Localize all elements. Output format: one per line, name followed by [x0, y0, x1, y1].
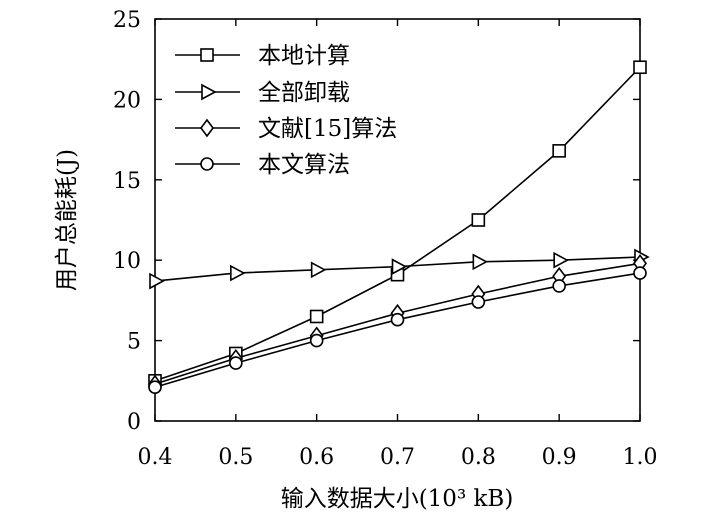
legend-label: 本地计算	[258, 43, 350, 69]
y-tick-label: 20	[113, 88, 141, 113]
legend-marker-circle	[200, 157, 214, 171]
legend-item: 本文算法	[175, 152, 350, 178]
data-point-square	[471, 213, 486, 227]
data-point-circle	[309, 333, 324, 348]
y-axis-title: 用户总能耗(J)	[54, 149, 80, 291]
y-tick-label: 0	[127, 410, 141, 435]
legend-item: 全部卸载	[175, 80, 350, 106]
data-point-circle	[229, 356, 243, 370]
data-point-circle	[471, 295, 486, 309]
x-tick-label: 1.0	[623, 445, 658, 470]
data-point-square	[309, 309, 324, 324]
series-line	[154, 66, 641, 382]
data-point-triangle-right	[391, 258, 408, 275]
x-tick-label: 0.5	[218, 445, 253, 470]
legend-marker-triangle-right	[201, 83, 217, 101]
data-point-triangle-right	[310, 261, 327, 279]
series-2	[149, 248, 650, 290]
data-point-square	[633, 60, 647, 75]
legend-marker-diamond	[200, 118, 214, 138]
x-tick-label: 0.7	[380, 445, 415, 470]
data-point-triangle-right	[472, 253, 489, 271]
series-line	[154, 272, 641, 388]
y-tick-label: 5	[127, 330, 141, 355]
y-tick-label: 15	[113, 169, 141, 194]
y-tick-label: 10	[113, 249, 141, 274]
data-point-triangle-right	[230, 264, 246, 282]
data-point-triangle-right	[553, 251, 569, 269]
data-point-triangle-right	[149, 272, 165, 290]
x-axis-ticks: 0.4 0.5 0.6 0.7 0.8 0.9 1.0	[138, 19, 658, 470]
data-point-circle	[148, 380, 162, 395]
x-tick-label: 0.6	[299, 445, 334, 470]
legend-label: 全部卸载	[258, 80, 350, 106]
x-axis-title: 输入数据大小(10³ kB)	[281, 486, 514, 512]
series-4	[148, 266, 647, 395]
legend-item: 本地计算	[175, 43, 350, 69]
x-tick-label: 0.8	[461, 445, 496, 470]
y-tick-label: 25	[113, 8, 141, 33]
legend-label: 文献[15]算法	[258, 116, 397, 142]
legend-item: 文献[15]算法	[175, 116, 397, 142]
data-point-circle	[633, 266, 647, 280]
x-tick-label: 0.4	[138, 445, 173, 470]
series-1	[148, 60, 647, 388]
x-tick-label: 0.9	[542, 445, 577, 470]
legend-marker-square	[200, 48, 214, 62]
y-axis-ticks: 0 5 10 15 20 25	[113, 8, 640, 435]
data-point-square	[552, 144, 566, 158]
legend-label: 本文算法	[258, 152, 350, 178]
data-point-circle	[390, 312, 405, 327]
data-point-circle	[552, 279, 566, 293]
series-layer	[148, 60, 650, 395]
